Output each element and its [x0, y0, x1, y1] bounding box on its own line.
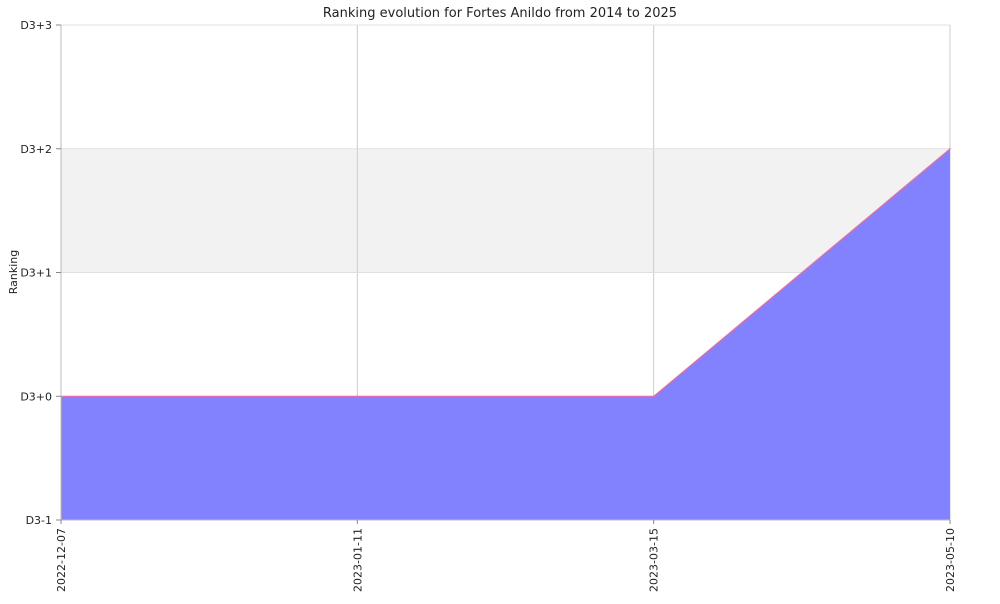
x-tick-label: 2023-05-10 — [944, 528, 957, 592]
series-area — [61, 148, 950, 520]
y-tick-label: D3+0 — [20, 390, 52, 403]
y-tick-label: D3+1 — [20, 267, 52, 280]
x-tick-label: 2023-01-11 — [351, 528, 364, 592]
y-tick-label: D3+2 — [20, 143, 52, 156]
data-point — [949, 147, 951, 150]
data-point — [356, 395, 359, 398]
y-axis-ticks: D3-1 D3+0 D3+1 D3+2 D3+3 — [20, 19, 61, 527]
data-point — [652, 395, 655, 398]
background-band — [61, 25, 950, 149]
x-tick-label: 2023-03-15 — [648, 528, 661, 592]
chart-title: Ranking evolution for Fortes Anildo from… — [323, 6, 677, 21]
y-tick-label: D3+3 — [20, 19, 52, 32]
x-axis-ticks: 2022-12-07 2023-01-11 2023-03-15 2023-05-10 — [55, 520, 957, 592]
x-tick-label: 2022-12-07 — [55, 528, 68, 592]
y-axis-label: Ranking — [7, 250, 20, 295]
background-band — [61, 148, 950, 273]
y-tick-label: D3-1 — [26, 514, 52, 527]
series-line — [61, 148, 951, 397]
